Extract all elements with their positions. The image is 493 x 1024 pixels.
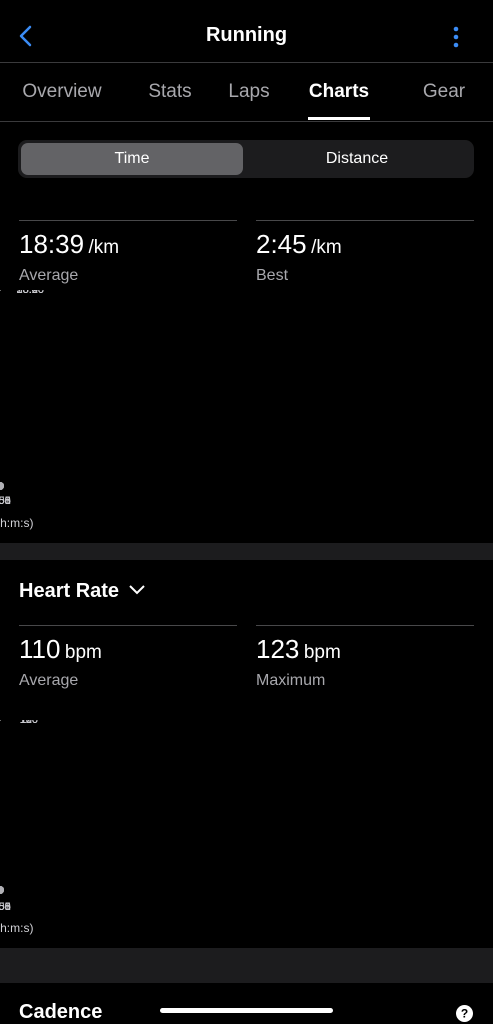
help-icon[interactable]: ? — [455, 1004, 474, 1023]
heart-rate-chart: 100110120130 0:001:583:565:557:539:51 Time… — [0, 720, 38, 935]
header-title: Running — [205, 24, 288, 46]
chevron — [129, 585, 145, 595]
y-tick-label: 100 — [20, 720, 38, 726]
tab[interactable]: Overview — [22, 81, 102, 102]
divider — [0, 62, 493, 63]
section-separator — [0, 948, 493, 983]
x-tick-label: 9:51 — [0, 901, 11, 913]
svg-text:?: ? — [461, 1007, 468, 1021]
x-tick-label: 1:58 — [0, 495, 11, 507]
stat-label: Average — [19, 267, 79, 284]
x-tick-label: 7:53 — [0, 495, 11, 507]
stat: 2:45 /km Best — [256, 220, 474, 285]
x-tick-label: 7:53 — [0, 901, 11, 913]
stat-label: Average — [19, 672, 79, 689]
x-tick-dot — [0, 482, 4, 490]
section-separator — [0, 543, 493, 560]
x-tick-label: 0:00 — [0, 901, 11, 913]
stat-unit: /km — [311, 237, 342, 258]
section-title[interactable]: Heart Rate — [19, 580, 149, 603]
stat-label: Maximum — [256, 672, 326, 689]
segment[interactable]: Distance — [325, 150, 389, 167]
x-axis-label: Time (h:m:s) — [0, 921, 33, 935]
pace-chart: 8:2016:4025:0033:20 0:001:583:565:557:539… — [0, 290, 44, 530]
y-tick-label: 25:00 — [16, 290, 44, 296]
more-menu[interactable] — [451, 25, 461, 49]
tab[interactable]: Charts — [308, 81, 370, 102]
tab[interactable]: Laps — [228, 81, 270, 102]
x-tick-label: 9:51 — [0, 495, 11, 507]
y-tick-label: 110 — [20, 720, 38, 726]
y-tick-label: 33:20 — [16, 290, 44, 296]
stat-value: 2:45 — [256, 229, 307, 259]
back-button[interactable] — [16, 24, 36, 48]
x-tick-label: 3:56 — [0, 495, 11, 507]
y-tick-label: 16:40 — [16, 290, 44, 296]
x-tick-label: 3:56 — [0, 901, 11, 913]
divider — [0, 121, 493, 122]
y-tick-label: 120 — [20, 720, 38, 726]
x-tick-label: 5:55 — [0, 901, 11, 913]
tab[interactable]: Gear — [422, 81, 466, 102]
section-title-text: Heart Rate — [19, 580, 120, 602]
stat: 123 bpm Maximum — [256, 625, 474, 690]
stat-unit: bpm — [303, 642, 341, 663]
y-tick-label: 8:20 — [23, 290, 44, 296]
x-tick-dot — [0, 886, 4, 894]
tab-underline — [308, 117, 370, 120]
stat-value: 123 — [256, 634, 300, 664]
y-tick-label: 130 — [20, 720, 38, 726]
x-axis-label: Time (h:m:s) — [0, 516, 33, 530]
x-tick-label: 5:55 — [0, 495, 11, 507]
x-tick-label: 0:00 — [0, 495, 11, 507]
section-title: Cadence — [19, 1001, 103, 1023]
home-indicator — [160, 1008, 333, 1013]
stat: 18:39 /km Average — [19, 220, 237, 285]
stat-value: 110 — [19, 634, 61, 664]
tab[interactable]: Stats — [148, 81, 192, 102]
stat-label: Best — [256, 267, 289, 284]
stat: 110 bpm Average — [19, 625, 237, 690]
stat-unit: /km — [88, 237, 120, 258]
stat-value: 18:39 — [19, 229, 85, 259]
x-tick-label: 1:58 — [0, 901, 11, 913]
stat-unit: bpm — [64, 642, 102, 663]
segment[interactable]: Time — [21, 143, 243, 175]
